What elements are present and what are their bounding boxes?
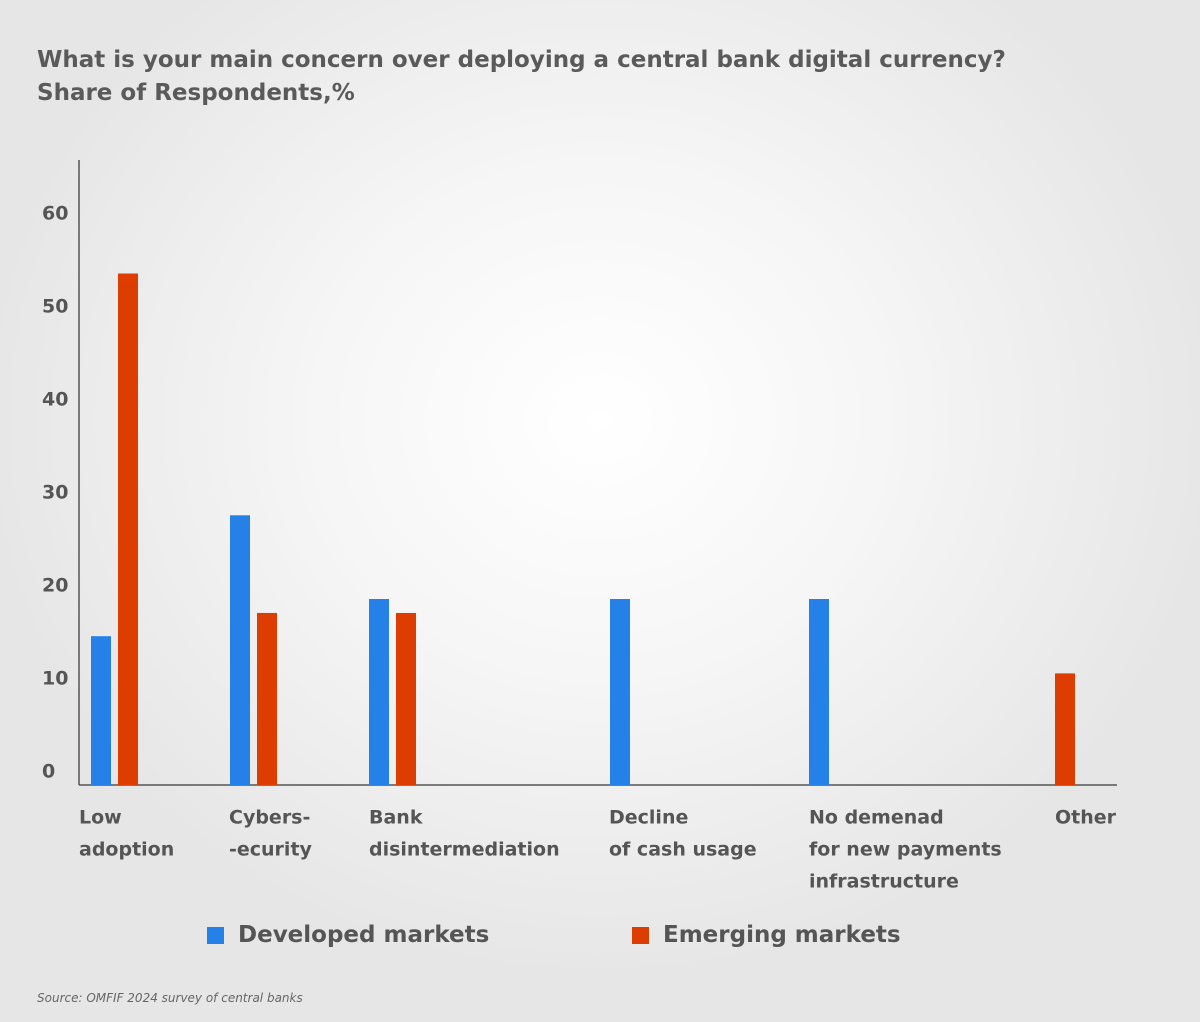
chart-legend: Developed markets Emerging markets (0, 922, 1200, 956)
chart-title: What is your main concern over deploying… (37, 44, 1006, 110)
y-tick-label: 30 (42, 482, 68, 504)
x-category-label: adoption (79, 839, 174, 861)
x-category-label: of cash usage (609, 839, 757, 861)
y-tick-label: 40 (42, 389, 68, 411)
x-category-label: Decline (609, 807, 688, 829)
bar-developed-0 (91, 636, 111, 785)
x-category-label: Low (79, 807, 122, 829)
legend-label-developed: Developed markets (238, 922, 490, 948)
x-category-label: -ecurity (229, 839, 313, 861)
chart-title-line-1: What is your main concern over deploying… (37, 47, 1006, 73)
y-tick-label: 10 (42, 668, 68, 690)
y-tick-label: 20 (42, 575, 68, 597)
legend-label-emerging: Emerging markets (663, 922, 901, 948)
x-category-label: disintermediation (369, 839, 560, 861)
bar-developed-3 (610, 599, 630, 785)
bar-emerging-1 (257, 612, 277, 785)
bar-emerging-2 (396, 612, 416, 785)
bar-chart: 0 10 20 30 40 50 60 Low adoption Cybers- -ecurity B… (42, 160, 1117, 893)
x-category-label: infrastructure (809, 871, 959, 893)
bar-developed-1 (230, 515, 250, 785)
legend-item-developed: Developed markets (207, 922, 489, 948)
chart-subtitle: Share of Respondents,% (37, 80, 355, 106)
bar-emerging-5 (1055, 673, 1075, 785)
y-tick-label: 50 (42, 296, 68, 318)
y-tick-label: 0 (42, 761, 55, 783)
legend-swatch-emerging (632, 926, 649, 944)
legend-swatch-developed (207, 926, 224, 944)
x-category-label: Cybers- (229, 807, 310, 829)
x-category-label: Other (1055, 807, 1117, 829)
x-category-label: Bank (369, 807, 423, 829)
source-note: Source: OMFIF 2024 survey of central ban… (37, 991, 303, 1005)
bar-developed-4 (809, 599, 829, 785)
legend-item-emerging: Emerging markets (632, 922, 901, 948)
bar-emerging-0 (118, 273, 138, 785)
x-category-label: for new payments (809, 839, 1002, 861)
x-category-label: No demenad (809, 807, 944, 829)
bar-developed-2 (369, 599, 389, 785)
y-tick-label: 60 (42, 203, 68, 225)
